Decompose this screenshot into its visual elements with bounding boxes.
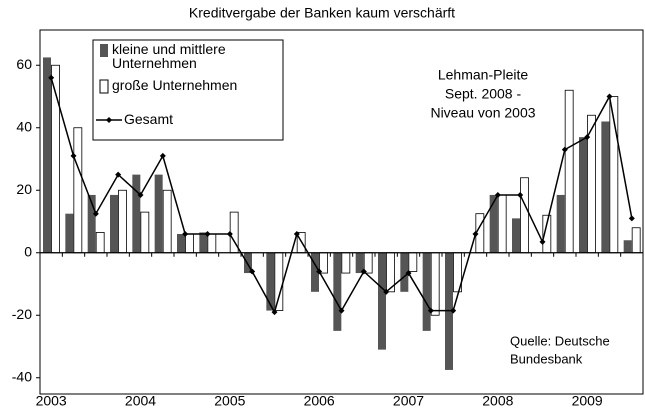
annotation: Lehman-Pleite <box>438 67 528 83</box>
x-tick-label: 2008 <box>482 393 513 409</box>
legend-box <box>92 39 284 141</box>
legend-item: kleine und mittlere Unternehmen <box>112 42 226 71</box>
x-tick-label: 2005 <box>214 393 245 409</box>
annotation: Niveau von 2003 <box>430 105 535 121</box>
marker <box>628 215 635 222</box>
marker <box>271 309 278 316</box>
bar <box>65 213 74 253</box>
bar <box>579 137 587 253</box>
bar <box>512 218 520 253</box>
bar <box>43 57 51 253</box>
bar <box>378 252 386 350</box>
legend-marker <box>106 117 112 123</box>
bar <box>199 232 208 253</box>
marker <box>584 134 591 141</box>
bar <box>311 252 319 292</box>
bar <box>333 252 342 331</box>
bar <box>408 252 418 272</box>
marker <box>338 307 345 314</box>
y-tick-label: 0 <box>24 243 32 259</box>
chart-title: Kreditvergabe der Banken kaum verschärft <box>189 5 455 21</box>
marker <box>405 270 412 277</box>
bar <box>430 252 440 316</box>
marker <box>293 231 300 237</box>
bar <box>489 194 498 253</box>
x-tick-label: 2009 <box>572 393 603 409</box>
marker <box>182 231 189 237</box>
bar <box>319 252 328 274</box>
marker <box>204 231 211 237</box>
bar <box>266 252 275 311</box>
bar <box>363 252 373 274</box>
bar <box>422 252 431 331</box>
y-tick-label: 20 <box>16 181 32 197</box>
y-tick-label: -40 <box>12 368 32 384</box>
x-tick-label: 2006 <box>304 393 335 409</box>
legend-label: große Unternehmen <box>112 78 238 93</box>
marker <box>360 268 367 275</box>
bar <box>110 194 118 253</box>
x-tick-label: 2007 <box>393 393 424 409</box>
bar <box>556 194 565 253</box>
marker <box>383 288 390 295</box>
bar <box>244 252 252 274</box>
bar <box>445 252 453 370</box>
marker <box>249 268 256 275</box>
bar <box>162 189 172 254</box>
legend-swatch <box>99 79 109 94</box>
bar <box>154 174 163 253</box>
x-tick-label: 2003 <box>36 393 67 409</box>
bar <box>355 252 364 274</box>
bar <box>140 211 150 254</box>
marker <box>427 307 434 314</box>
bar <box>87 194 96 253</box>
marker <box>137 191 144 198</box>
bar <box>520 177 529 254</box>
source: Quelle: Deutsche <box>510 333 610 348</box>
bar <box>400 252 409 292</box>
bar <box>132 174 141 253</box>
plot-frame <box>39 29 644 395</box>
bar <box>207 233 217 254</box>
x-tick-label: 2004 <box>125 393 156 409</box>
marker <box>226 231 233 237</box>
bar <box>631 227 641 254</box>
legend-swatch <box>100 44 108 57</box>
bar <box>564 89 574 254</box>
marker <box>92 210 99 217</box>
annotation: Sept. 2008 - <box>445 86 522 102</box>
y-tick-label: -20 <box>12 306 32 322</box>
source: Bundesbank <box>510 351 583 366</box>
marker <box>517 191 524 198</box>
marker <box>561 146 568 153</box>
marker <box>159 152 166 159</box>
bar <box>601 121 610 253</box>
bar <box>177 234 185 253</box>
bar <box>623 240 632 253</box>
bar <box>341 252 351 274</box>
marker <box>472 231 479 237</box>
bar <box>497 194 507 254</box>
marker <box>606 93 613 100</box>
legend-label: Gesamt <box>124 112 174 127</box>
y-tick-label: 40 <box>16 118 32 134</box>
bar <box>185 233 194 254</box>
marker <box>115 171 122 178</box>
bar <box>73 127 83 254</box>
bar <box>95 232 105 254</box>
marker <box>450 307 457 314</box>
marker <box>316 268 323 275</box>
legend-label: kleine und mittlere Unternehmen <box>112 42 226 71</box>
marker <box>70 152 77 159</box>
marker <box>539 238 546 245</box>
legend-item: Gesamt <box>124 112 174 127</box>
bar <box>274 252 284 311</box>
legend-item: große Unternehmen <box>112 78 238 93</box>
marker <box>494 191 501 198</box>
marker <box>48 74 55 81</box>
bar <box>118 189 127 254</box>
y-tick-label: 60 <box>16 56 32 72</box>
